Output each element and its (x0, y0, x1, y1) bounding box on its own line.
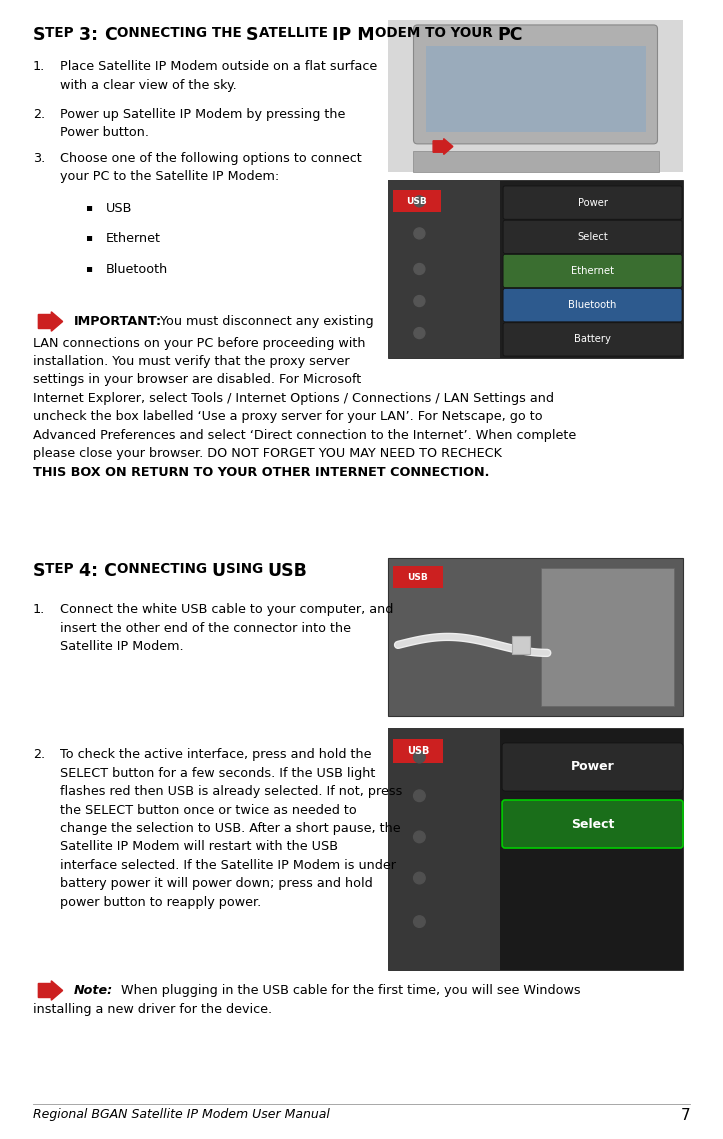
Text: ▪: ▪ (85, 263, 92, 273)
Text: uncheck the box labelled ‘Use a proxy server for your LAN’. For Netscape, go to: uncheck the box labelled ‘Use a proxy se… (33, 410, 543, 424)
FancyBboxPatch shape (503, 322, 682, 357)
Text: TEP: TEP (46, 26, 79, 40)
FancyArrow shape (433, 139, 453, 155)
FancyBboxPatch shape (503, 288, 682, 322)
Text: Connect the white USB cable to your computer, and
insert the other end of the co: Connect the white USB cable to your comp… (60, 603, 393, 653)
FancyArrow shape (38, 312, 63, 331)
Circle shape (414, 196, 425, 207)
Text: Internet Explorer, select Tools / Internet Options / Connections / LAN Settings : Internet Explorer, select Tools / Intern… (33, 392, 554, 405)
Text: 2.: 2. (33, 108, 45, 121)
FancyBboxPatch shape (503, 186, 682, 219)
Text: IP M: IP M (333, 26, 375, 44)
Bar (512, 636, 530, 654)
Bar (413, 150, 659, 172)
Text: You must disconnect any existing: You must disconnect any existing (156, 316, 374, 328)
Text: SING: SING (226, 562, 268, 576)
Text: Power: Power (578, 197, 607, 207)
Text: installation. You must verify that the proxy server: installation. You must verify that the p… (33, 355, 350, 368)
Text: ONNECTING THE: ONNECTING THE (116, 26, 246, 40)
Text: 4: C: 4: C (79, 562, 116, 580)
Circle shape (414, 752, 425, 763)
FancyBboxPatch shape (502, 743, 683, 790)
Text: settings in your browser are disabled. For Microsoft: settings in your browser are disabled. F… (33, 374, 362, 386)
Bar (388, 180, 683, 358)
Text: 2.: 2. (33, 748, 45, 761)
Circle shape (414, 790, 425, 802)
Text: PC: PC (497, 26, 523, 44)
Circle shape (414, 831, 425, 843)
Circle shape (414, 263, 425, 274)
Circle shape (414, 872, 425, 884)
Text: ODEM TO YOUR: ODEM TO YOUR (375, 26, 497, 40)
Text: USB: USB (106, 202, 132, 215)
Text: U: U (212, 562, 226, 580)
Text: Select: Select (577, 232, 608, 241)
Text: ▪: ▪ (85, 202, 92, 212)
Bar (388, 558, 683, 716)
Text: Advanced Preferences and select ‘Direct connection to the Internet’. When comple: Advanced Preferences and select ‘Direct … (33, 429, 576, 442)
Text: 1.: 1. (33, 603, 46, 616)
Text: ▪: ▪ (85, 232, 92, 243)
Text: ONNECTING: ONNECTING (116, 562, 212, 576)
Bar (393, 566, 443, 588)
Text: To check the active interface, press and hold the
SELECT button for a few second: To check the active interface, press and… (60, 748, 403, 909)
Text: Power up Satellite IP Modem by pressing the
Power button.: Power up Satellite IP Modem by pressing … (60, 108, 346, 139)
Bar (388, 180, 500, 358)
Text: installing a new driver for the device.: installing a new driver for the device. (33, 1002, 272, 1016)
FancyBboxPatch shape (414, 25, 657, 144)
Text: IMPORTANT:: IMPORTANT: (74, 316, 162, 328)
Bar (393, 739, 443, 763)
Text: please close your browser. DO NOT FORGET YOU MAY NEED TO RECHECK: please close your browser. DO NOT FORGET… (33, 448, 502, 460)
Bar (388, 728, 683, 970)
Text: TEP: TEP (46, 562, 79, 576)
Text: 1.: 1. (33, 60, 46, 73)
Text: Note:: Note: (74, 984, 114, 997)
Circle shape (414, 328, 425, 338)
Text: S: S (33, 562, 46, 580)
Circle shape (414, 295, 425, 306)
Text: Select: Select (571, 818, 615, 830)
Circle shape (414, 916, 425, 927)
Text: USB: USB (407, 746, 429, 756)
Text: THIS BOX ON RETURN TO YOUR OTHER INTERNET CONNECTION.: THIS BOX ON RETURN TO YOUR OTHER INTERNE… (33, 466, 489, 480)
Text: Bluetooth: Bluetooth (106, 263, 168, 276)
Text: Battery: Battery (574, 335, 611, 344)
Text: USB: USB (408, 573, 428, 582)
Text: USB: USB (268, 562, 307, 580)
FancyBboxPatch shape (503, 254, 682, 288)
Text: Place Satellite IP Modem outside on a flat surface
with a clear view of the sky.: Place Satellite IP Modem outside on a fl… (60, 60, 377, 91)
Text: ATELLITE: ATELLITE (259, 26, 333, 40)
Text: Choose one of the following options to connect
your PC to the Satellite IP Modem: Choose one of the following options to c… (60, 151, 362, 183)
Text: Ethernet: Ethernet (106, 232, 161, 246)
Bar (388, 21, 683, 172)
Text: 7: 7 (680, 1108, 690, 1123)
Text: Bluetooth: Bluetooth (568, 301, 617, 310)
Text: C: C (104, 26, 116, 44)
FancyArrow shape (38, 981, 63, 1000)
Text: Power: Power (570, 761, 615, 773)
Circle shape (414, 228, 425, 239)
Text: When plugging in the USB cable for the first time, you will see Windows: When plugging in the USB cable for the f… (114, 984, 581, 997)
FancyBboxPatch shape (502, 800, 683, 849)
Text: Regional BGAN Satellite IP Modem User Manual: Regional BGAN Satellite IP Modem User Ma… (33, 1108, 330, 1121)
Text: S: S (246, 26, 259, 44)
Text: LAN connections on your PC before proceeding with: LAN connections on your PC before procee… (33, 336, 366, 350)
Text: USB: USB (406, 197, 427, 205)
Text: 3.: 3. (33, 151, 46, 165)
Bar (426, 46, 646, 132)
Bar (388, 728, 500, 970)
Text: S: S (33, 26, 46, 44)
Text: 3:: 3: (79, 26, 104, 44)
Bar (542, 568, 674, 706)
Bar (393, 190, 441, 212)
Text: Ethernet: Ethernet (571, 267, 614, 276)
FancyBboxPatch shape (503, 220, 682, 253)
